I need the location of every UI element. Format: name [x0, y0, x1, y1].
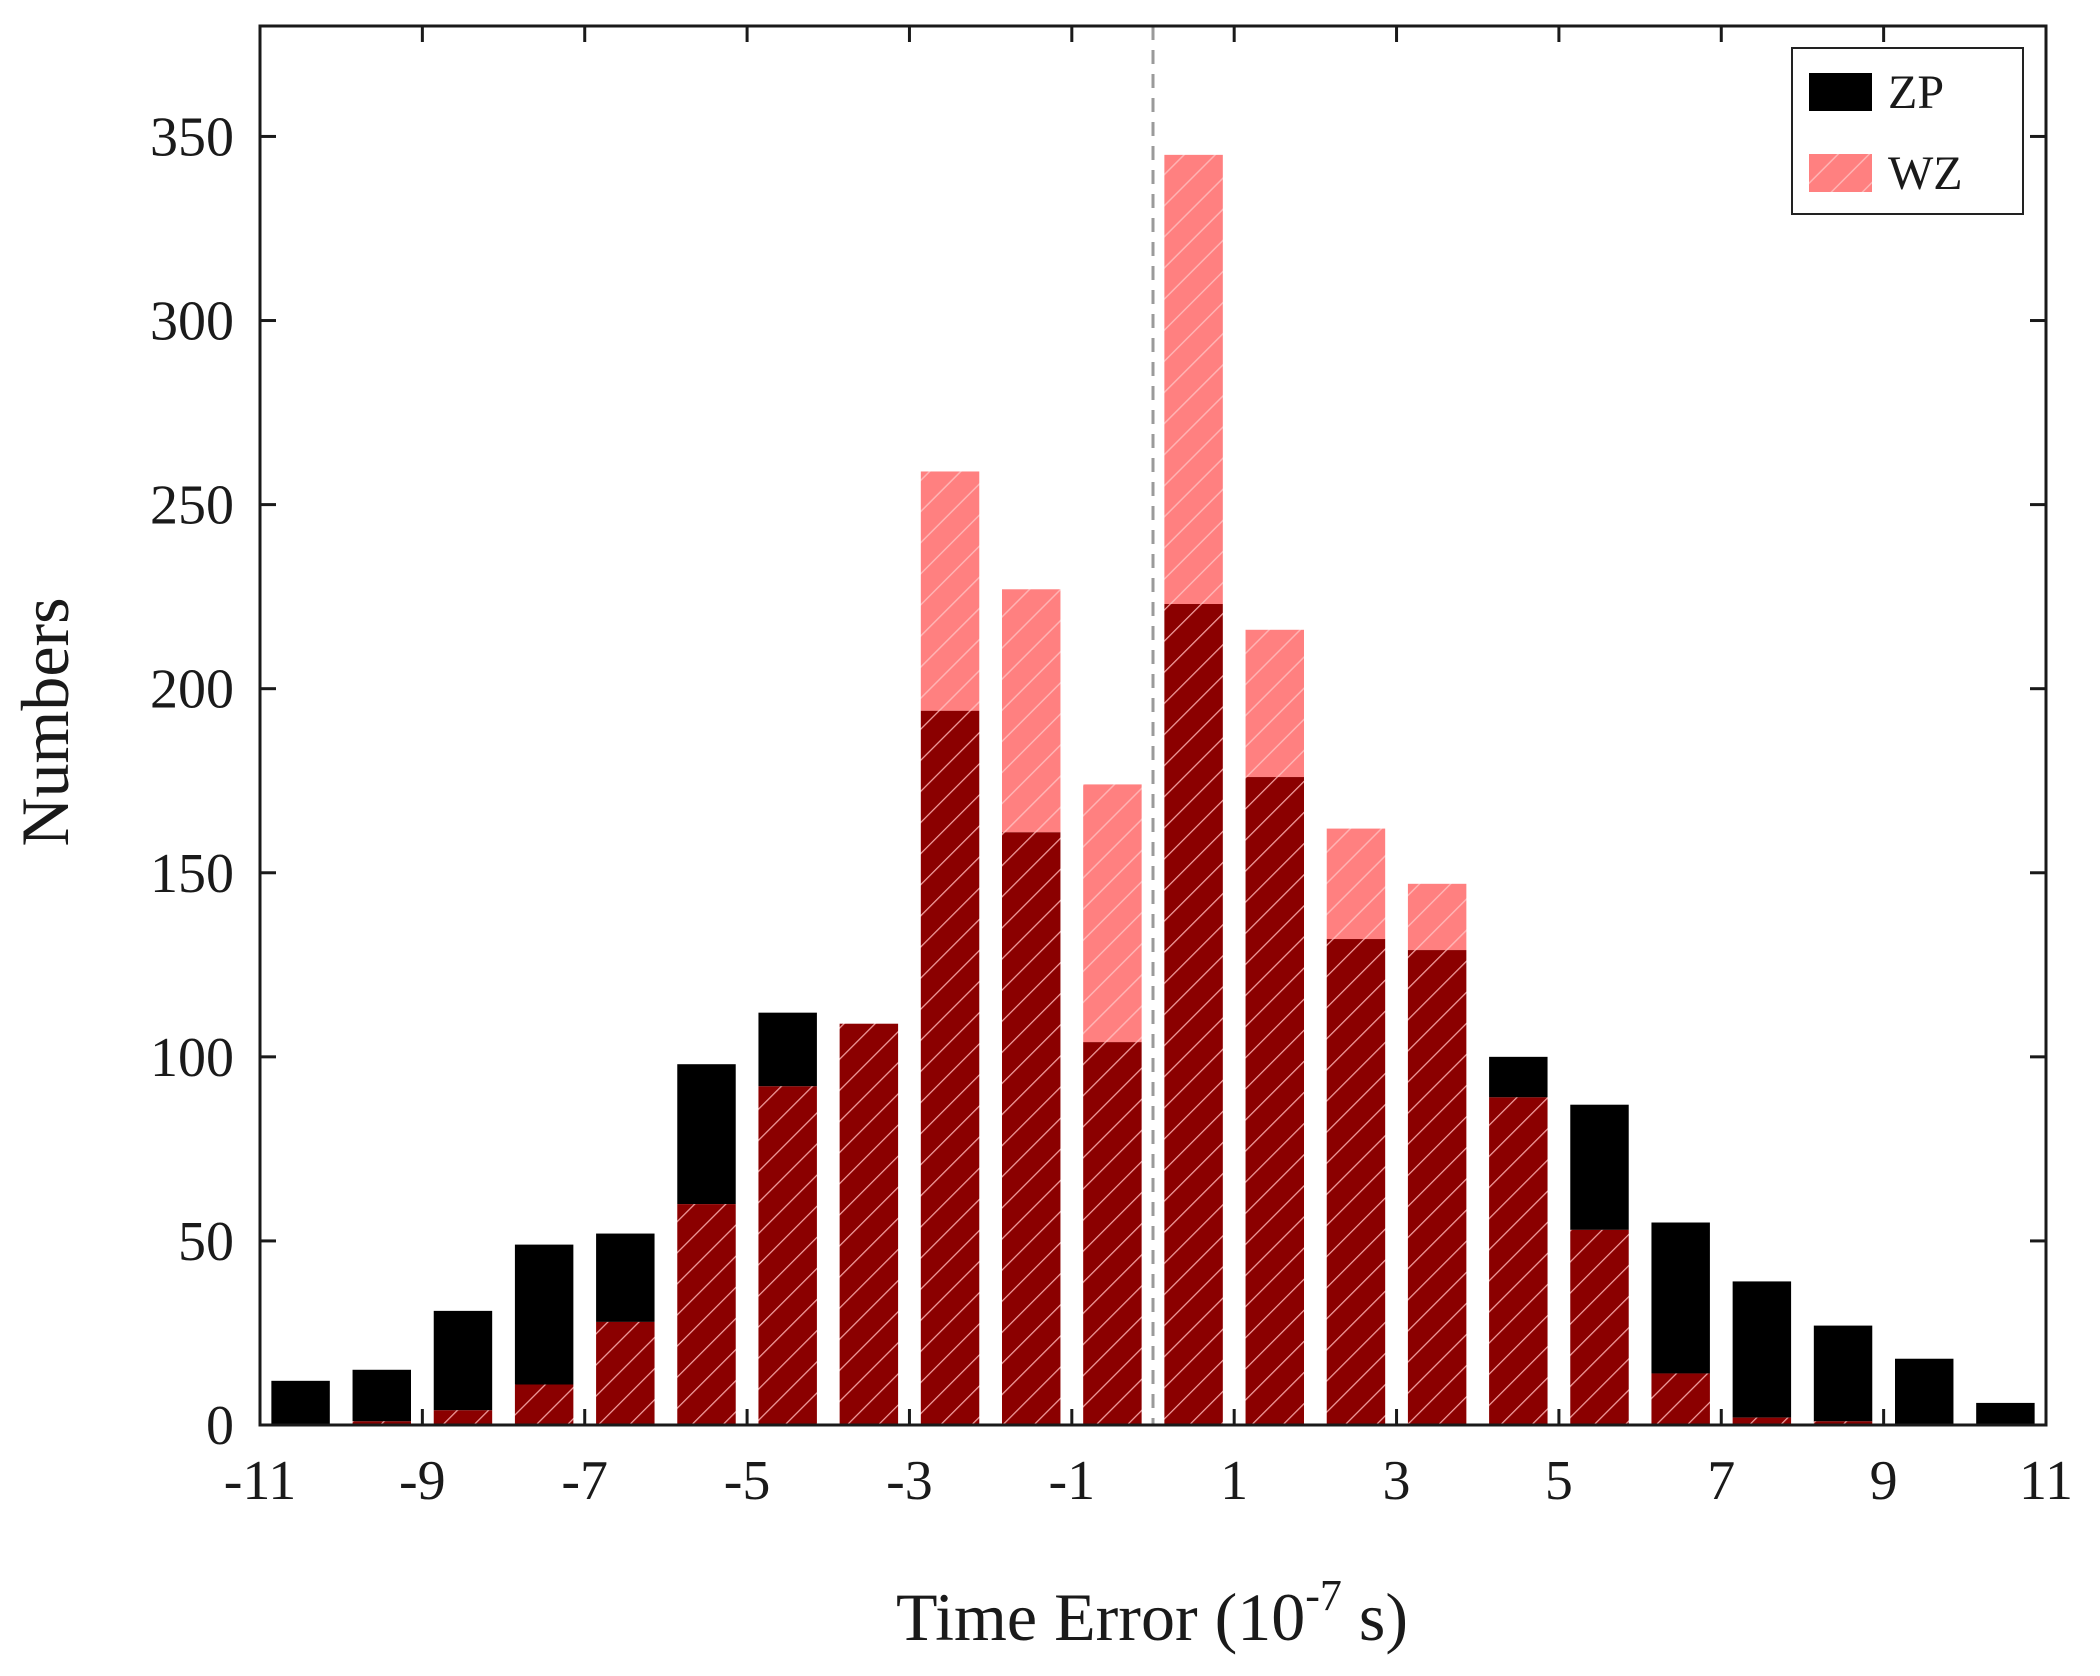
y-axis-title: Numbers — [7, 597, 83, 846]
y-tick-label: 300 — [150, 291, 234, 353]
x-tick-label: -1 — [1048, 1450, 1095, 1512]
x-tick-label: -9 — [399, 1450, 446, 1512]
x-tick-label: -7 — [561, 1450, 608, 1512]
bar-overlap-4 — [596, 1321, 655, 1425]
bar-zp-19 — [1813, 1325, 1873, 1422]
x-axis-title-main: Time Error (10 — [896, 1579, 1305, 1655]
x-tick-label: 5 — [1545, 1450, 1573, 1512]
bar-overlap-14 — [1407, 950, 1467, 1425]
plot-frame-group — [258, 24, 2048, 1427]
y-tick-label: 150 — [150, 843, 234, 905]
legend-swatch-zp — [1809, 73, 1872, 111]
y-tick-label: 0 — [206, 1395, 234, 1457]
bin-7 — [839, 1023, 899, 1425]
bar-wz-8 — [920, 471, 980, 711]
bar-overlap-10 — [1083, 1042, 1142, 1425]
x-tick-label: -5 — [724, 1450, 771, 1512]
bin-11 — [1164, 154, 1223, 1425]
legend-label-wz: WZ — [1888, 147, 1963, 200]
bin-6 — [758, 1012, 817, 1425]
bar-zp-3 — [514, 1244, 574, 1385]
bin-1 — [352, 1369, 411, 1425]
bar-zp-5 — [677, 1064, 736, 1205]
x-tick-label: 3 — [1383, 1450, 1411, 1512]
bin-13 — [1326, 828, 1386, 1425]
bar-zp-2 — [433, 1310, 493, 1411]
legend: ZP WZ — [1791, 47, 2024, 215]
bin-14 — [1407, 883, 1467, 1425]
bin-17 — [1651, 1222, 1710, 1425]
bar-wz-14 — [1407, 883, 1467, 951]
bar-overlap-6 — [758, 1086, 817, 1425]
bin-5 — [677, 1064, 736, 1425]
bin-15 — [1489, 1056, 1548, 1425]
bar-wz-9 — [1002, 589, 1061, 833]
bar-overlap-15 — [1489, 1097, 1548, 1425]
bin-19 — [1813, 1325, 1873, 1425]
legend-label-zp: ZP — [1888, 66, 1944, 119]
y-tick-label: 350 — [150, 106, 234, 168]
bin-0 — [271, 1380, 330, 1425]
bin-16 — [1570, 1104, 1629, 1425]
x-tick-label: -3 — [886, 1450, 933, 1512]
bar-overlap-16 — [1570, 1229, 1629, 1425]
bar-wz-12 — [1245, 629, 1304, 778]
bin-8 — [920, 471, 980, 1425]
bin-3 — [514, 1244, 574, 1425]
bar-overlap-12 — [1245, 777, 1304, 1425]
bar-overlap-1 — [352, 1421, 411, 1425]
bar-zp-6 — [758, 1012, 817, 1087]
bar-overlap-19 — [1813, 1421, 1873, 1425]
y-tick-label: 250 — [150, 475, 234, 537]
bin-10 — [1083, 784, 1142, 1425]
bin-4 — [596, 1233, 655, 1425]
y-tick-label: 200 — [150, 659, 234, 721]
bar-wz-13 — [1326, 828, 1386, 940]
bar-overlap-17 — [1651, 1373, 1710, 1425]
bar-overlap-3 — [514, 1384, 574, 1425]
bin-2 — [433, 1310, 493, 1425]
y-tick-label: 100 — [150, 1027, 234, 1089]
x-tick-label: 1 — [1220, 1450, 1248, 1512]
bar-overlap-9 — [1002, 832, 1061, 1425]
bar-zp-1 — [352, 1369, 411, 1422]
x-axis-title-unit: s) — [1342, 1579, 1408, 1655]
bar-overlap-2 — [433, 1410, 493, 1425]
bar-wz-10 — [1083, 784, 1142, 1043]
bin-20 — [1895, 1358, 1954, 1425]
x-tick-label: 9 — [1870, 1450, 1898, 1512]
x-axis-title-exponent: -7 — [1305, 1571, 1342, 1620]
x-tick-label: 7 — [1707, 1450, 1735, 1512]
bin-21 — [1976, 1402, 2035, 1425]
bar-zp-20 — [1895, 1358, 1954, 1425]
bin-18 — [1732, 1281, 1792, 1425]
bar-overlap-5 — [677, 1204, 736, 1425]
bar-overlap-18 — [1732, 1417, 1792, 1425]
bar-zp-15 — [1489, 1056, 1548, 1098]
bar-overlap-7 — [839, 1023, 899, 1425]
bin-9 — [1002, 589, 1061, 1425]
plot-frame — [258, 24, 2048, 1427]
legend-swatch-wz — [1809, 154, 1872, 192]
bar-zp-4 — [596, 1233, 655, 1322]
x-tick-label: 11 — [2019, 1450, 2073, 1512]
bar-wz-11 — [1164, 154, 1223, 605]
bars — [271, 154, 2035, 1425]
bar-zp-0 — [271, 1380, 330, 1425]
bar-overlap-11 — [1164, 604, 1223, 1425]
bar-overlap-13 — [1326, 939, 1386, 1425]
bar-zp-21 — [1976, 1402, 2035, 1425]
y-tick-label: 50 — [178, 1211, 234, 1273]
bar-zp-18 — [1732, 1281, 1792, 1418]
x-tick-label: -11 — [224, 1450, 297, 1512]
bar-zp-16 — [1570, 1104, 1629, 1230]
bar-zp-17 — [1651, 1222, 1710, 1374]
bar-overlap-8 — [920, 710, 980, 1425]
x-axis-title: Time Error (10-7 s) — [896, 1571, 1408, 1655]
bin-12 — [1245, 629, 1304, 1425]
